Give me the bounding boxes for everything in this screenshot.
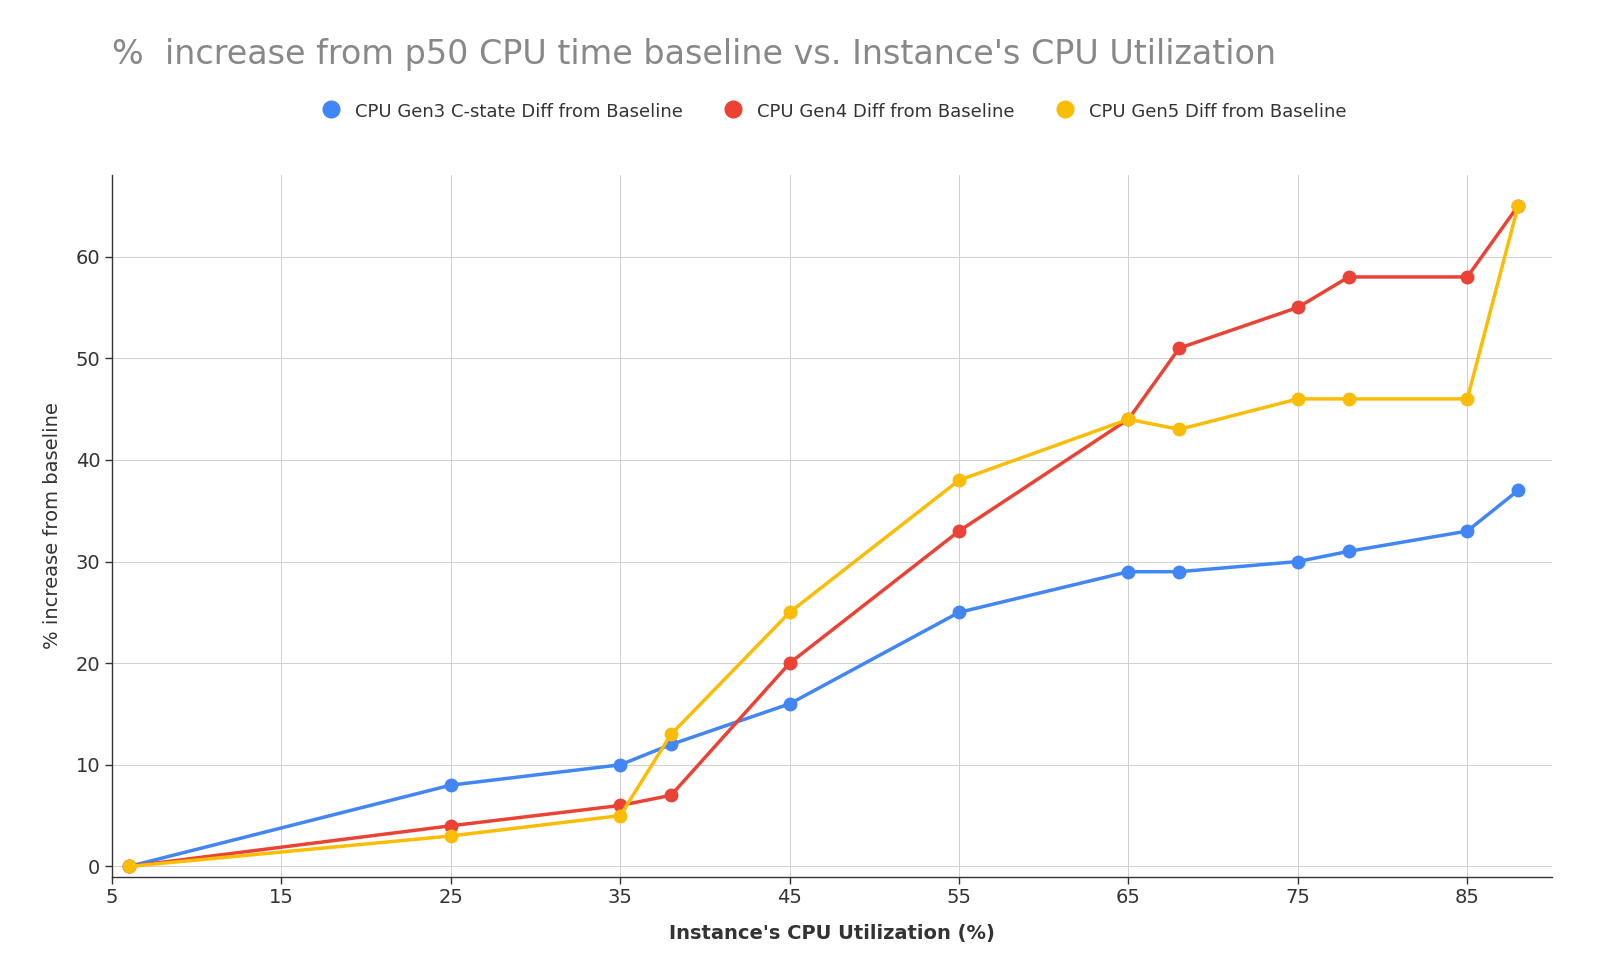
CPU Gen4 Diff from Baseline: [442, 820, 461, 832]
CPU Gen5 Diff from Baseline: [1170, 424, 1189, 435]
CPU Gen3 C-state Diff from Baseline: [120, 861, 139, 873]
CPU Gen3 C-state Diff from Baseline: [1509, 484, 1528, 496]
CPU Gen3 C-state Diff from Baseline: [1339, 545, 1358, 557]
CPU Gen4 Diff from Baseline: [1458, 271, 1477, 282]
Line: CPU Gen4 Diff from Baseline: CPU Gen4 Diff from Baseline: [123, 200, 1525, 873]
CPU Gen5 Diff from Baseline: [611, 809, 630, 821]
X-axis label: Instance's CPU Utilization (%): Instance's CPU Utilization (%): [669, 924, 995, 943]
CPU Gen3 C-state Diff from Baseline: [442, 779, 461, 791]
CPU Gen4 Diff from Baseline: [1509, 200, 1528, 211]
Text: %  increase from p50 CPU time baseline vs. Instance's CPU Utilization: % increase from p50 CPU time baseline vs…: [112, 38, 1277, 71]
CPU Gen5 Diff from Baseline: [1339, 393, 1358, 405]
CPU Gen4 Diff from Baseline: [1288, 302, 1307, 314]
CPU Gen4 Diff from Baseline: [1339, 271, 1358, 282]
Line: CPU Gen5 Diff from Baseline: CPU Gen5 Diff from Baseline: [123, 200, 1525, 873]
CPU Gen5 Diff from Baseline: [781, 607, 800, 618]
CPU Gen3 C-state Diff from Baseline: [1288, 556, 1307, 568]
CPU Gen5 Diff from Baseline: [1509, 200, 1528, 211]
CPU Gen4 Diff from Baseline: [1170, 342, 1189, 354]
CPU Gen3 C-state Diff from Baseline: [661, 738, 680, 750]
CPU Gen5 Diff from Baseline: [661, 729, 680, 740]
Legend: CPU Gen3 C-state Diff from Baseline, CPU Gen4 Diff from Baseline, CPU Gen5 Diff : CPU Gen3 C-state Diff from Baseline, CPU…: [310, 94, 1354, 130]
CPU Gen3 C-state Diff from Baseline: [611, 759, 630, 770]
CPU Gen4 Diff from Baseline: [949, 525, 968, 537]
CPU Gen3 C-state Diff from Baseline: [781, 698, 800, 710]
Y-axis label: % increase from baseline: % increase from baseline: [43, 402, 61, 650]
CPU Gen5 Diff from Baseline: [442, 830, 461, 842]
CPU Gen3 C-state Diff from Baseline: [949, 607, 968, 618]
CPU Gen3 C-state Diff from Baseline: [1118, 566, 1138, 578]
CPU Gen4 Diff from Baseline: [1118, 413, 1138, 425]
CPU Gen5 Diff from Baseline: [120, 861, 139, 873]
CPU Gen5 Diff from Baseline: [1458, 393, 1477, 405]
CPU Gen3 C-state Diff from Baseline: [1170, 566, 1189, 578]
CPU Gen5 Diff from Baseline: [1288, 393, 1307, 405]
CPU Gen4 Diff from Baseline: [611, 800, 630, 811]
CPU Gen5 Diff from Baseline: [1118, 413, 1138, 425]
CPU Gen5 Diff from Baseline: [949, 474, 968, 486]
CPU Gen4 Diff from Baseline: [781, 657, 800, 669]
Line: CPU Gen3 C-state Diff from Baseline: CPU Gen3 C-state Diff from Baseline: [123, 484, 1525, 873]
CPU Gen3 C-state Diff from Baseline: [1458, 525, 1477, 537]
CPU Gen4 Diff from Baseline: [120, 861, 139, 873]
CPU Gen4 Diff from Baseline: [661, 790, 680, 802]
